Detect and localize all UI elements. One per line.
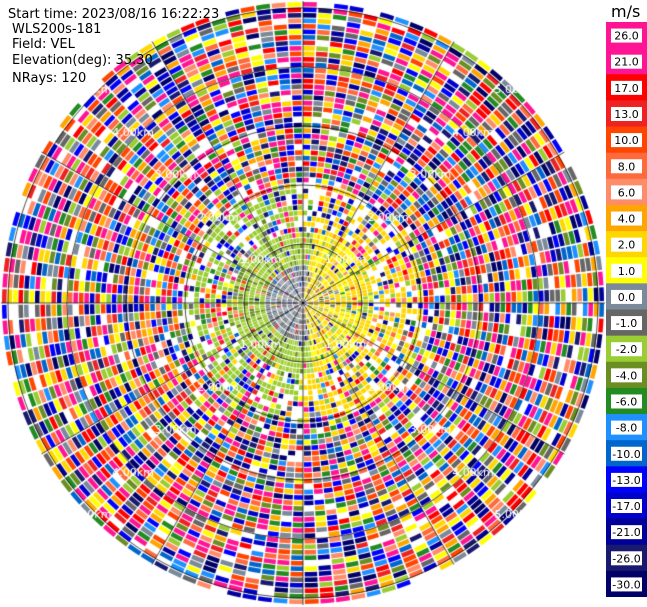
colorbar-tick-label: 1.0	[618, 265, 636, 278]
elevation-label: Elevation(deg): 35.30	[12, 53, 153, 68]
colorbar-tick-label: 21.0	[614, 56, 639, 69]
colorbar-tick-label: -2.0	[616, 343, 637, 356]
colorbar-tick-label: -21.0	[612, 526, 640, 539]
colorbar-unit-label: m/s	[611, 2, 641, 21]
start-time-label: Start time: 2023/08/16 16:22:23	[8, 7, 220, 22]
colorbar-tick-label: 26.0	[614, 30, 639, 43]
colorbar-tick-label: -1.0	[616, 317, 637, 330]
ppi-scan-canvas	[0, 0, 606, 607]
field-label: Field: VEL	[12, 37, 75, 52]
colorbar-tick-label: -10.0	[612, 448, 640, 461]
colorbar-tick-label: -30.0	[612, 578, 640, 591]
colorbar-tick-label: 0.0	[618, 291, 636, 304]
colorbar-tick-label: -26.0	[612, 552, 640, 565]
colorbar-tick-label: -17.0	[612, 500, 640, 513]
colorbar-tick-label: 13.0	[614, 108, 639, 121]
colorbar-tick-label: -13.0	[612, 474, 640, 487]
nrays-label: NRays: 120	[12, 71, 87, 86]
colorbar-tick-label: 4.0	[618, 213, 636, 226]
instrument-label: WLS200s-181	[12, 22, 102, 37]
colorbar-tick-label: 2.0	[618, 239, 636, 252]
colorbar-tick-label: -6.0	[616, 395, 637, 408]
colorbar-tick-label: 8.0	[618, 160, 636, 173]
colorbar-tick-label: 10.0	[614, 134, 639, 147]
colorbar-tick-label: 6.0	[618, 186, 636, 199]
velocity-colorbar: 26.0 21.0 17.0 13.0 10.0 8.0 6.0 4.0 2.0 1.0 0.0 -1…	[606, 22, 647, 597]
colorbar-tick-label: 17.0	[614, 82, 639, 95]
colorbar-tick-label: -8.0	[616, 422, 637, 435]
colorbar-tick-label: -4.0	[616, 369, 637, 382]
